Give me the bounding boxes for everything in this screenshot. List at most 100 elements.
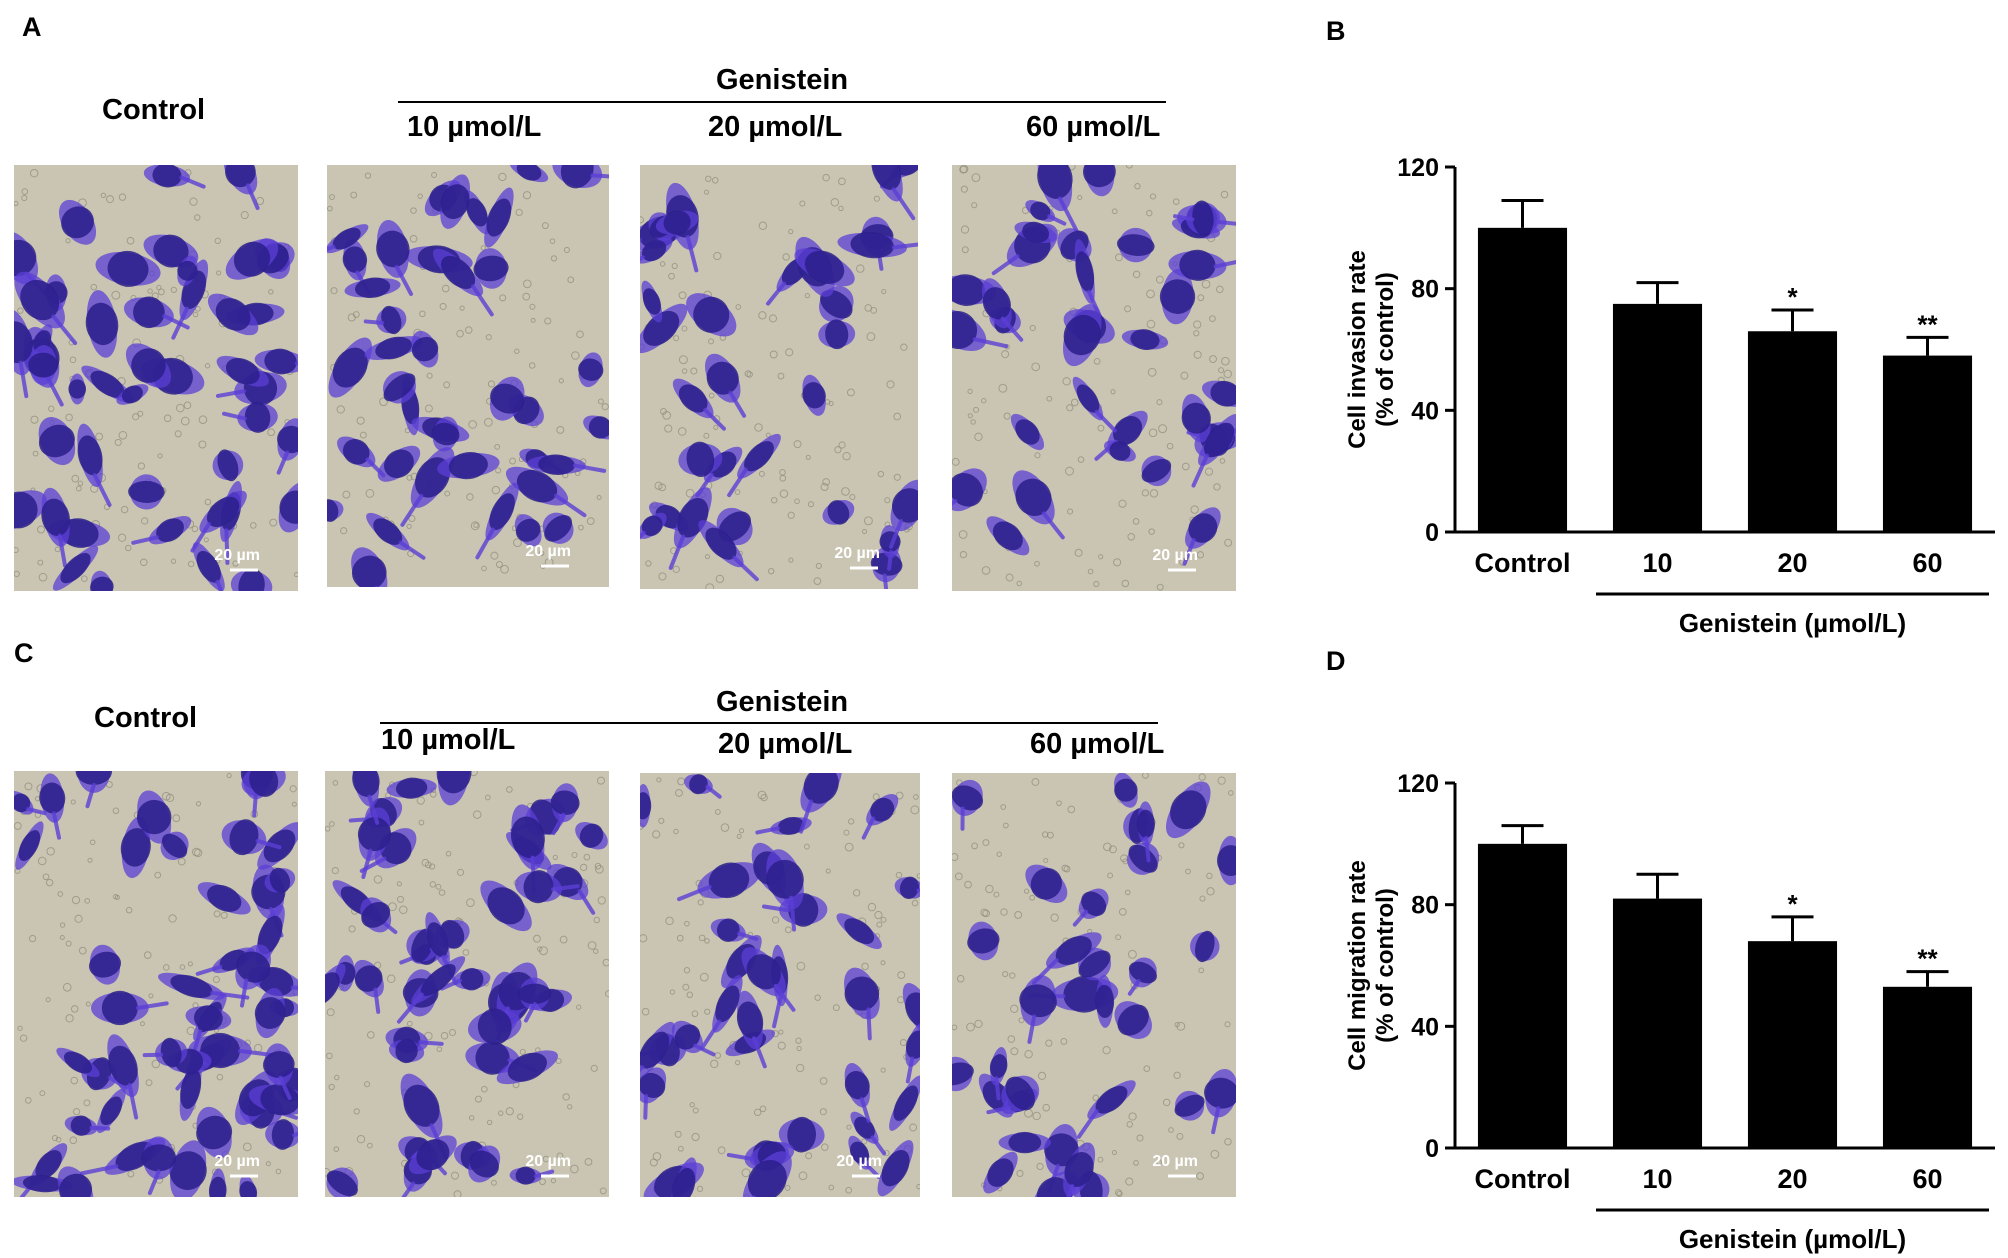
stained-cell xyxy=(1076,1080,1136,1139)
stained-cell xyxy=(120,816,151,879)
stained-cell xyxy=(90,570,114,591)
bar xyxy=(1477,843,1568,1148)
stained-cell xyxy=(794,248,855,287)
stained-cell xyxy=(278,481,298,533)
stained-cell xyxy=(264,867,296,893)
stained-cell xyxy=(527,454,607,475)
stained-cell xyxy=(672,378,726,431)
bar xyxy=(1477,227,1568,532)
stained-cell xyxy=(1166,781,1211,839)
stained-cell xyxy=(640,1067,667,1120)
stained-cell xyxy=(68,373,87,405)
stained-cell xyxy=(400,1073,448,1160)
stained-cell xyxy=(433,248,494,317)
micrograph-a-60: 20 µm xyxy=(952,165,1236,591)
category-label: 20 xyxy=(1777,1164,1807,1194)
stained-cell xyxy=(327,224,369,258)
stained-cell xyxy=(465,1041,538,1075)
stained-cell xyxy=(344,277,401,299)
stained-cell xyxy=(514,870,580,904)
stained-cell xyxy=(640,303,688,354)
stained-cell xyxy=(158,972,250,1000)
stained-cell xyxy=(1117,227,1155,263)
y-axis-label: Cell invasion rate(% of control) xyxy=(1344,250,1399,449)
stained-cell xyxy=(902,983,920,1037)
stained-cell xyxy=(475,482,519,560)
stained-cell xyxy=(185,1005,232,1031)
stained-cell xyxy=(982,278,1024,342)
stained-cell xyxy=(116,384,149,405)
stained-cell xyxy=(107,1034,139,1120)
stained-cell xyxy=(436,771,472,806)
bar-chart-migration: 0 40 80 120 Cell migration rate(% of control… xyxy=(1344,770,1995,1254)
panel-a-conc-label-20: 20 µmol/L xyxy=(708,111,843,143)
stained-cell xyxy=(207,293,259,336)
stained-cell xyxy=(222,401,278,433)
stained-cell xyxy=(640,1021,675,1093)
stained-cell xyxy=(986,516,1030,556)
stained-cell xyxy=(705,353,747,418)
category-label: 20 xyxy=(1777,548,1807,578)
panel-c-group-rule xyxy=(380,722,1158,724)
stained-cell xyxy=(699,974,743,1051)
stained-cell xyxy=(741,947,796,1012)
stained-cell xyxy=(177,255,198,287)
stained-cell xyxy=(640,237,673,270)
stained-cell xyxy=(38,416,76,466)
stained-cell xyxy=(221,819,282,856)
stained-cell xyxy=(1083,165,1116,197)
stained-cell xyxy=(1181,394,1211,443)
stained-cell xyxy=(239,1174,258,1197)
stained-cell xyxy=(325,963,346,1014)
stained-cell xyxy=(510,804,545,894)
stained-cell xyxy=(56,1047,100,1078)
y-tick-label: 0 xyxy=(1425,1135,1439,1163)
bar xyxy=(1612,898,1703,1148)
stained-cell xyxy=(85,290,119,358)
scale-bar-label: 20 µm xyxy=(214,547,260,564)
stained-cell xyxy=(241,771,286,797)
stained-cell xyxy=(983,1151,1018,1194)
stained-cell xyxy=(15,821,44,870)
stained-cell xyxy=(192,542,230,591)
stained-cell xyxy=(328,337,373,398)
bar xyxy=(1882,986,1973,1148)
stained-cell xyxy=(143,165,206,189)
micrograph-c-60: 20 µm xyxy=(952,773,1236,1197)
stained-cell xyxy=(727,433,781,498)
stained-cell xyxy=(952,274,997,307)
stained-cell xyxy=(468,1145,501,1183)
bar xyxy=(1612,303,1703,532)
stained-cell xyxy=(484,187,514,248)
stained-cell xyxy=(1136,801,1155,863)
stained-cell xyxy=(1174,1090,1205,1121)
stained-cell xyxy=(437,451,500,480)
stained-cell xyxy=(440,968,491,991)
stained-cell xyxy=(254,348,298,375)
panel-a-control-label: Control xyxy=(102,94,206,126)
stained-cell xyxy=(95,250,161,287)
significance-marker: * xyxy=(1787,889,1798,919)
stained-cell xyxy=(1063,303,1102,367)
stained-cell xyxy=(998,1131,1051,1154)
stained-cell xyxy=(276,418,298,475)
scale-bar-label: 20 µm xyxy=(525,543,571,560)
stained-cell xyxy=(1014,221,1057,243)
stained-cell xyxy=(877,1140,914,1197)
stained-cell xyxy=(1010,413,1045,451)
stained-cell xyxy=(489,376,525,421)
scale-bar-label: 20 µm xyxy=(525,1153,571,1170)
y-tick-label: 40 xyxy=(1411,1013,1439,1041)
stained-cell xyxy=(248,1084,298,1116)
stained-cell xyxy=(1025,864,1068,903)
stained-cell xyxy=(41,487,70,568)
panel-a-group-rule xyxy=(398,101,1166,103)
stained-cell xyxy=(1204,1068,1236,1135)
significance-marker: * xyxy=(1787,282,1798,312)
stained-cell xyxy=(75,771,113,809)
y-tick-label: 80 xyxy=(1411,276,1439,304)
stained-cell xyxy=(96,1088,126,1133)
stained-cell xyxy=(28,345,59,386)
stained-cell xyxy=(64,1115,111,1136)
stained-cell xyxy=(230,568,273,591)
